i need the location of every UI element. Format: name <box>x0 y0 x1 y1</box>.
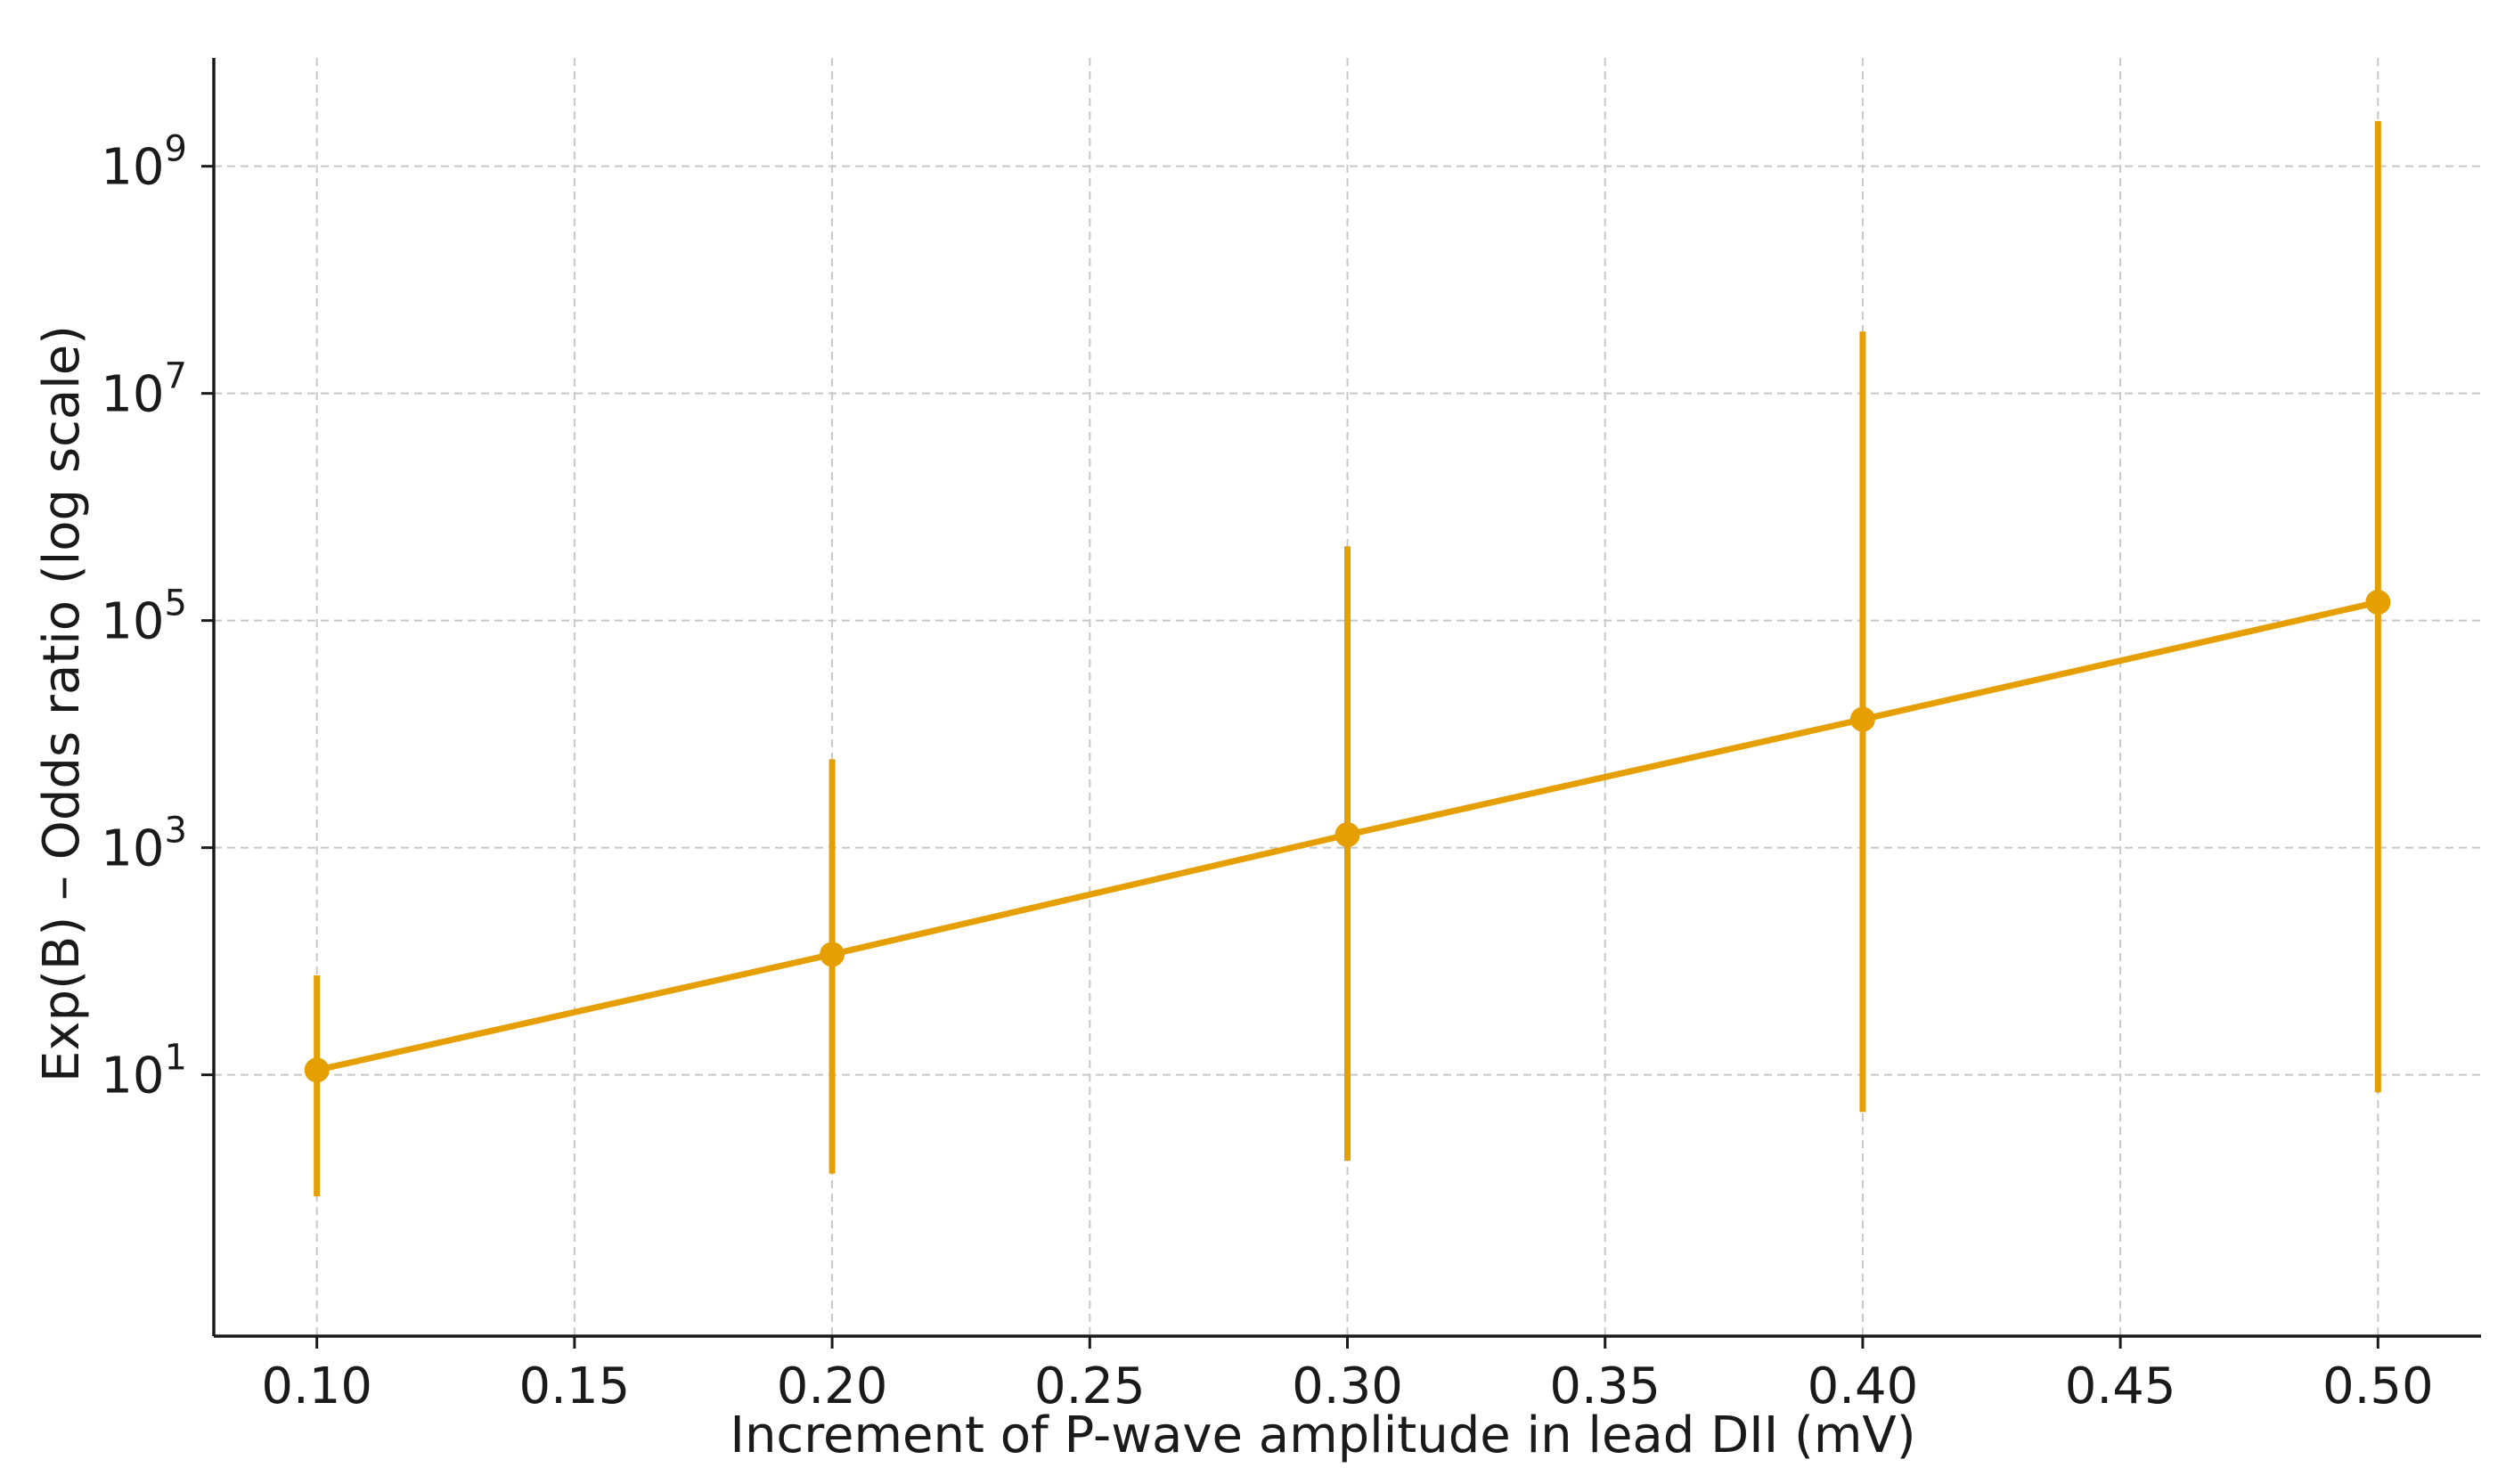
data-point <box>2365 590 2391 616</box>
x-tick-label: 0.35 <box>1549 1358 1661 1415</box>
x-axis-title: Increment of P-wave amplitude in lead DI… <box>730 1407 1915 1464</box>
series-layer <box>304 120 2391 1197</box>
y-axis-title: Exp(B) – Odds ratio (log scale) <box>33 325 91 1082</box>
y-tick-label: 107 <box>101 356 187 424</box>
data-point <box>1849 706 1875 732</box>
x-tick-label: 0.15 <box>519 1358 631 1415</box>
x-tick-label: 0.30 <box>1292 1358 1403 1415</box>
data-point <box>1335 822 1360 848</box>
x-tick-label: 0.45 <box>2065 1358 2176 1415</box>
x-tick-label: 0.10 <box>261 1358 372 1415</box>
x-tick-label: 0.25 <box>1034 1358 1146 1415</box>
data-point <box>820 942 845 967</box>
grid-layer <box>214 58 2481 1336</box>
data-point <box>304 1057 330 1083</box>
y-tick-label: 109 <box>101 129 187 197</box>
x-tick-label: 0.50 <box>2322 1358 2434 1415</box>
x-tick-label: 0.40 <box>1808 1358 1919 1415</box>
axes-layer: 0.10 0.15 0.20 0.25 0.30 0.35 0.40 0.45 0.50 101 1… <box>101 58 2481 1415</box>
y-tick-label: 105 <box>101 583 187 651</box>
x-tick-label: 0.20 <box>777 1358 888 1415</box>
y-tick-label: 103 <box>101 811 187 878</box>
y-tick-label: 101 <box>101 1038 187 1105</box>
